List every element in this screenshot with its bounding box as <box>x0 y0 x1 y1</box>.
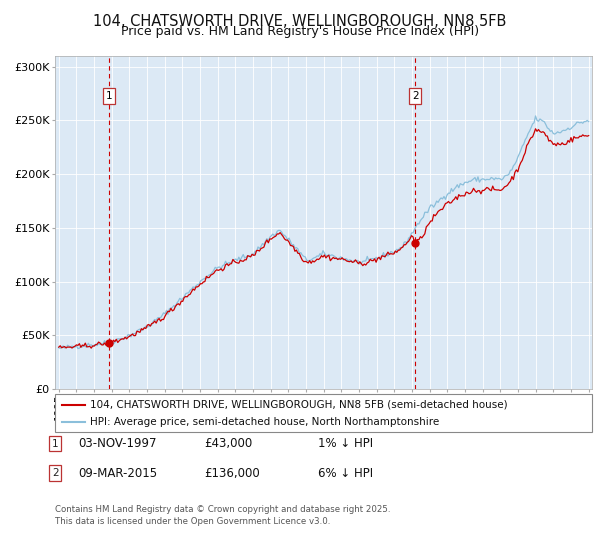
Text: Price paid vs. HM Land Registry's House Price Index (HPI): Price paid vs. HM Land Registry's House … <box>121 25 479 38</box>
Text: 03-NOV-1997: 03-NOV-1997 <box>78 437 157 450</box>
Text: £136,000: £136,000 <box>204 466 260 480</box>
Text: HPI: Average price, semi-detached house, North Northamptonshire: HPI: Average price, semi-detached house,… <box>90 417 439 427</box>
Text: 1: 1 <box>52 438 59 449</box>
Text: 1% ↓ HPI: 1% ↓ HPI <box>318 437 373 450</box>
Text: 2: 2 <box>52 468 59 478</box>
Text: Contains HM Land Registry data © Crown copyright and database right 2025.
This d: Contains HM Land Registry data © Crown c… <box>55 505 391 526</box>
Text: 104, CHATSWORTH DRIVE, WELLINGBOROUGH, NN8 5FB: 104, CHATSWORTH DRIVE, WELLINGBOROUGH, N… <box>94 14 506 29</box>
Text: £43,000: £43,000 <box>204 437 252 450</box>
Text: 104, CHATSWORTH DRIVE, WELLINGBOROUGH, NN8 5FB (semi-detached house): 104, CHATSWORTH DRIVE, WELLINGBOROUGH, N… <box>90 399 508 409</box>
Text: 2: 2 <box>412 91 419 101</box>
Text: 6% ↓ HPI: 6% ↓ HPI <box>318 466 373 480</box>
Text: 09-MAR-2015: 09-MAR-2015 <box>78 466 157 480</box>
Text: 1: 1 <box>106 91 112 101</box>
